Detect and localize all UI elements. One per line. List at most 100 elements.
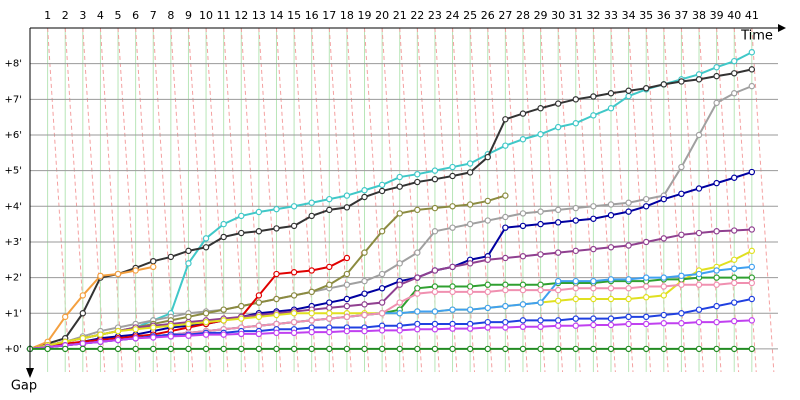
y-axis-title: Gap [11,379,37,394]
data-point [167,253,175,261]
y-tick-label: +2' [5,273,23,284]
data-point [378,299,386,306]
data-point [519,286,527,294]
lap-guide [557,27,581,373]
lap-guide [399,27,423,373]
data-point [290,222,298,230]
x-tick-label: 35 [639,9,653,22]
x-tick-label: 28 [516,9,530,22]
data-point [150,334,157,341]
data-point [255,322,263,329]
data-point [748,317,756,324]
data-point [114,327,122,335]
data-point [255,228,263,235]
data-point [62,345,69,353]
data-point [748,226,756,233]
data-point [273,320,280,328]
data-point [449,203,456,210]
data-point [308,317,315,324]
x-tick-label: 6 [132,9,139,22]
data-point [590,215,597,222]
data-point [449,283,456,290]
data-point [449,224,456,231]
data-point [572,295,579,303]
data-point [748,247,756,255]
data-point [361,290,368,297]
data-point [642,85,650,92]
data-point [431,345,439,353]
data-point [326,263,333,271]
data-point [378,285,386,292]
data-point [238,302,245,310]
y-tick-label: +1' [5,308,23,319]
data-point [79,335,87,342]
data-point [713,228,720,235]
x-axis-arrow [778,24,786,32]
x-tick-label: 40 [727,9,741,22]
data-point [62,313,69,321]
data-point [625,242,632,249]
data-point [554,345,562,353]
data-point [660,81,668,88]
data-point [660,283,668,290]
data-point [502,213,509,221]
data-point [290,292,298,299]
data-point [431,320,439,328]
data-point [396,299,403,306]
data-point [537,317,544,324]
data-point [678,320,685,327]
data-point [361,193,368,201]
data-point [731,274,738,281]
lap-guide [733,27,757,373]
data-point [642,320,650,328]
data-point [695,281,703,288]
x-tick-label: 20 [375,9,389,22]
data-point [625,345,632,353]
data-point [343,295,351,303]
data-point [326,315,333,322]
lap-guide [540,27,564,373]
data-point [713,345,720,353]
data-point [308,310,315,317]
data-point [642,345,650,353]
data-point [343,313,351,321]
data-point [642,238,650,246]
lap-guide [452,27,476,373]
data-point [537,131,544,138]
x-tick-label: 22 [410,9,424,22]
data-point [255,208,263,216]
x-tick-label: 17 [322,9,336,22]
data-point [431,267,439,274]
data-point [502,192,509,199]
data-point [537,208,544,215]
data-point [519,136,527,143]
data-point [150,263,157,271]
data-point [519,253,527,260]
x-tick-label: 7 [150,9,157,22]
data-point [678,78,685,85]
data-point [255,330,263,338]
data-point [378,187,386,195]
x-tick-label: 3 [79,9,86,22]
x-tick-label: 9 [185,9,192,22]
data-point [255,292,263,299]
data-point [343,254,351,262]
data-point [748,274,756,281]
data-point [484,153,491,161]
data-point [167,345,175,353]
data-point [537,251,544,258]
data-point [572,322,579,329]
data-point [572,247,579,255]
data-point [607,276,615,283]
data-point [290,345,298,353]
data-point [449,263,456,271]
data-point [97,272,104,280]
data-point [625,285,632,292]
data-point [519,222,527,230]
data-point [590,285,597,292]
data-point [713,267,720,274]
data-point [678,272,685,280]
data-point [414,206,421,214]
data-point [431,308,439,315]
